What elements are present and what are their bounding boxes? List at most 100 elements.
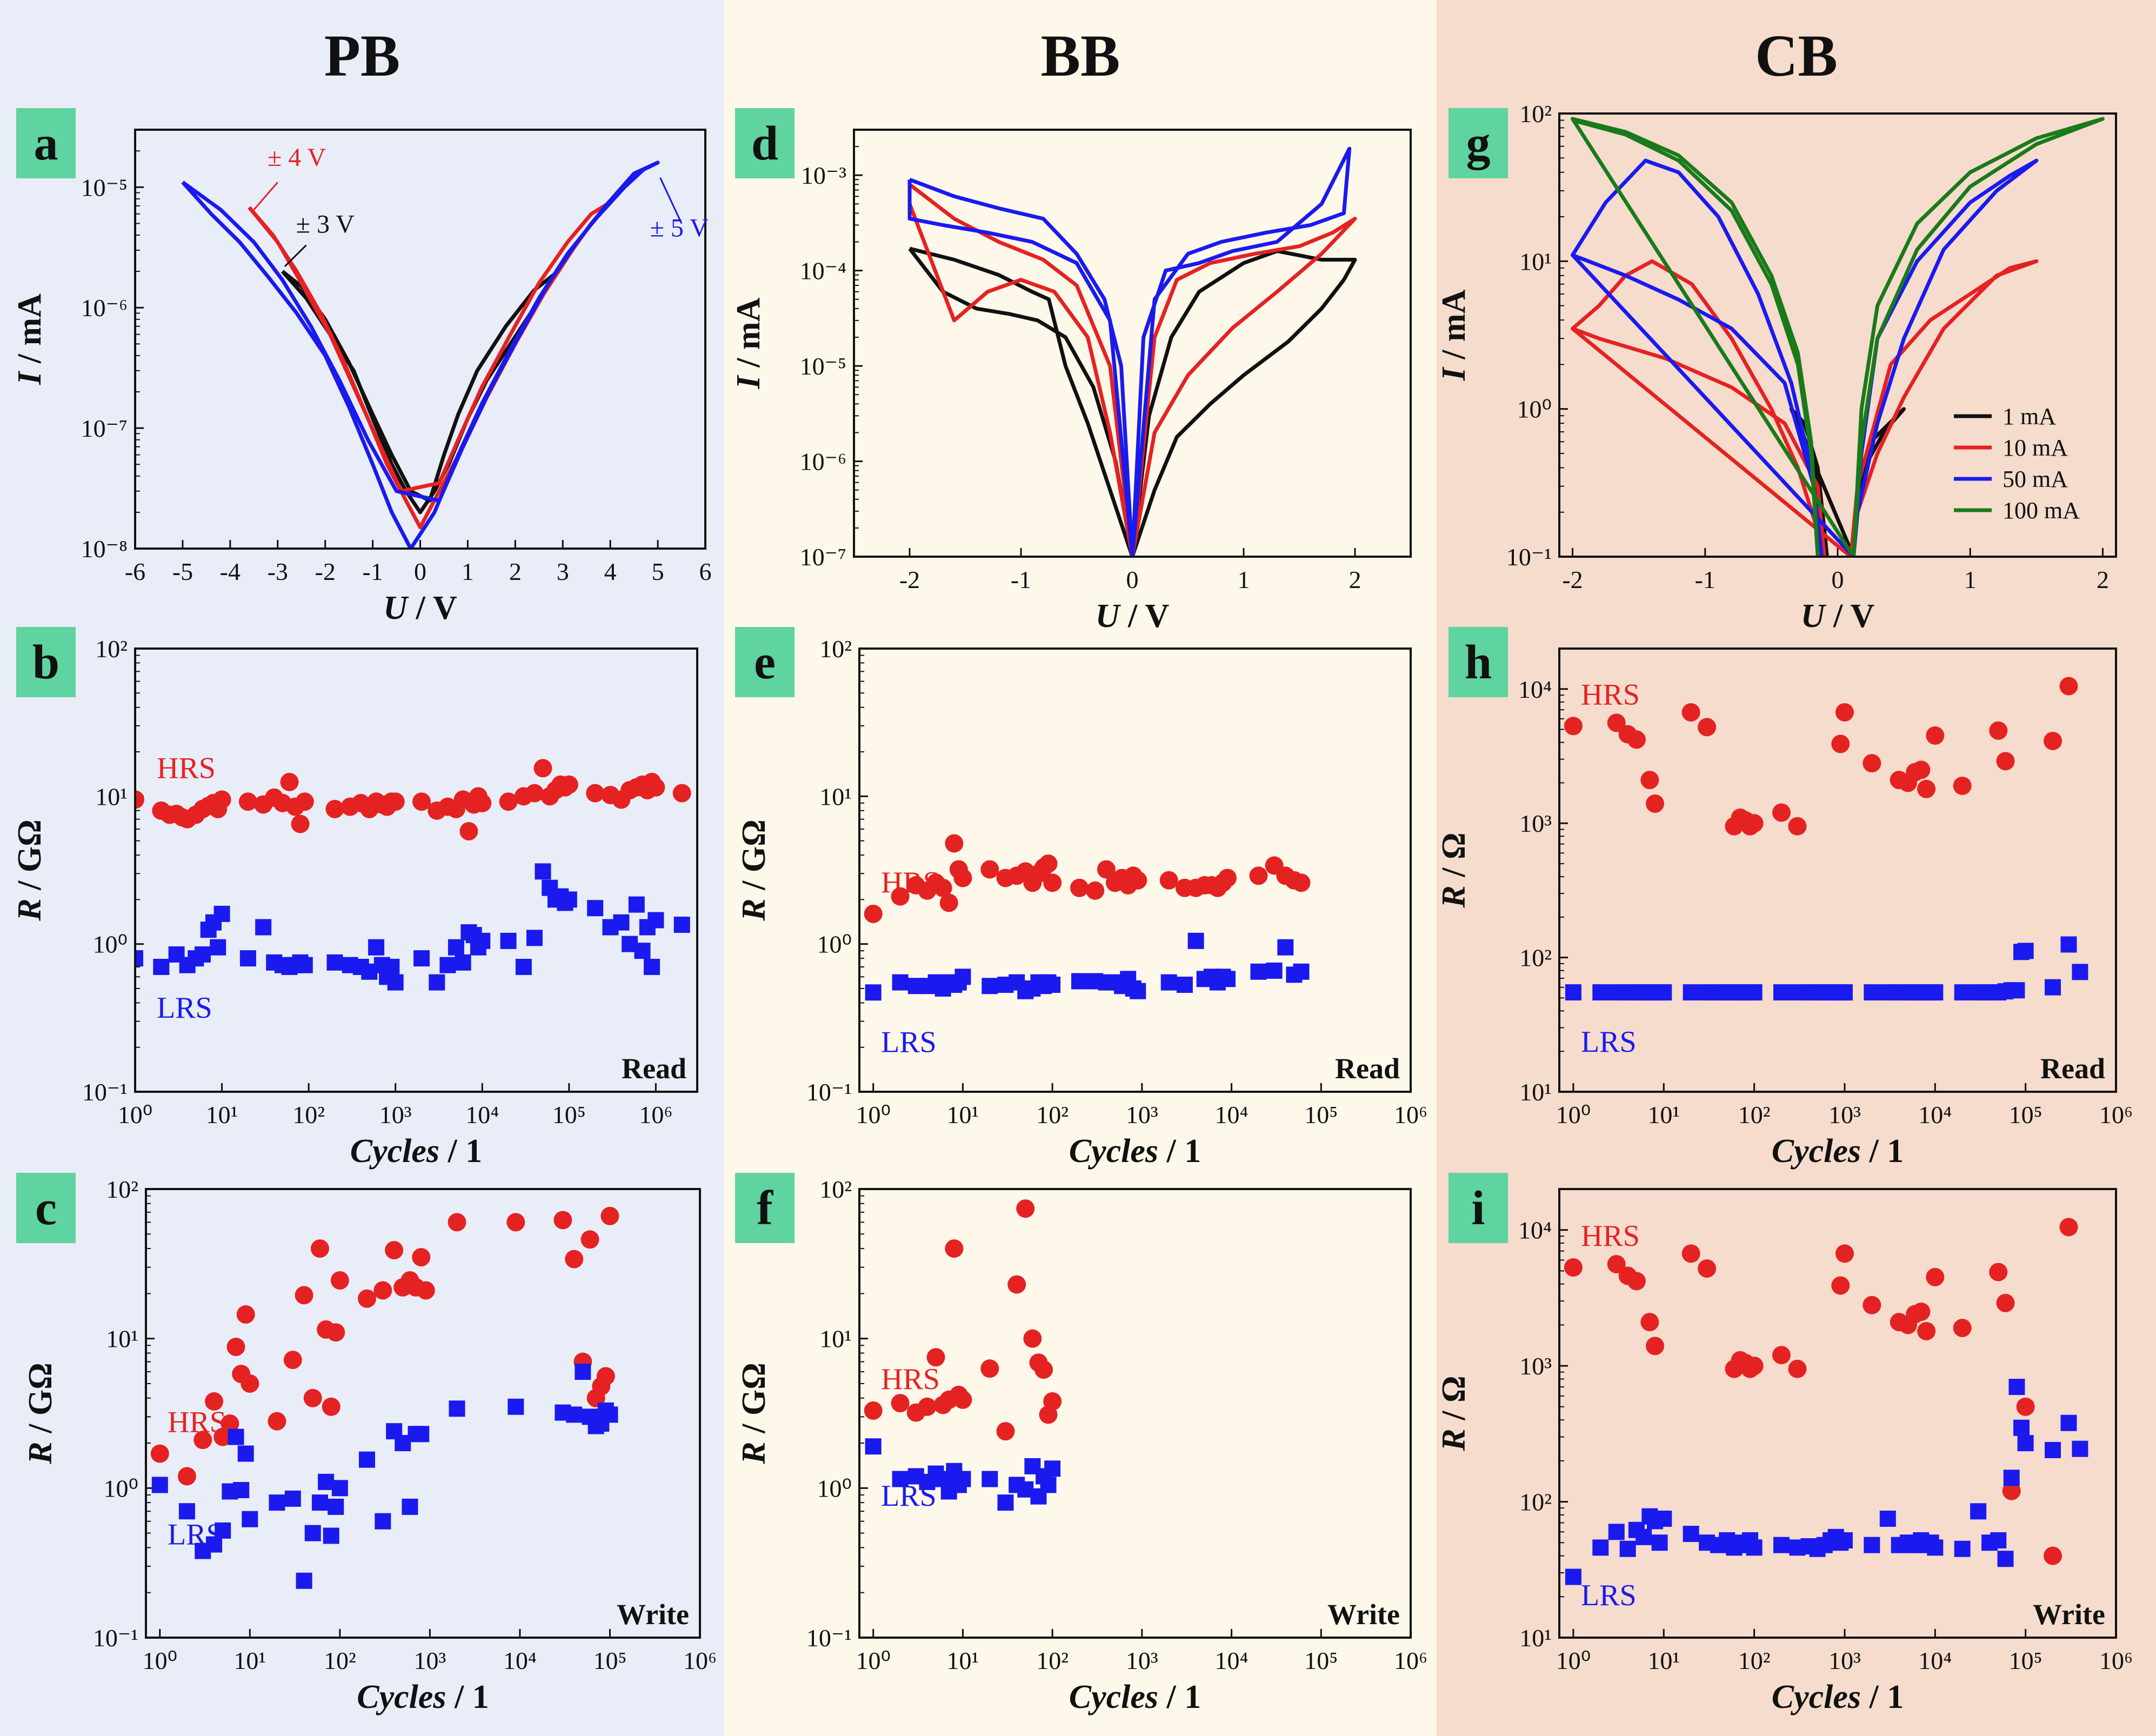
- lrs-point: [1927, 1539, 1944, 1556]
- hrs-label: HRS: [881, 1363, 940, 1396]
- hrs-point: [357, 1289, 376, 1308]
- hrs-point: [386, 792, 405, 811]
- lrs-point: [2060, 936, 2077, 953]
- lrs-point: [383, 959, 400, 976]
- hrs-point: [1218, 869, 1237, 887]
- lrs-point: [644, 959, 660, 976]
- hrs-point: [646, 778, 665, 797]
- lrs-point: [368, 939, 385, 956]
- hrs-point: [1640, 1313, 1659, 1332]
- lrs-point: [210, 939, 226, 956]
- hrs-point: [1016, 1199, 1035, 1218]
- y-tick-label: 10⁰: [817, 1474, 852, 1502]
- hrs-point: [1627, 730, 1646, 749]
- x-tick-label: 10⁵: [1304, 1647, 1338, 1674]
- hrs-point: [1564, 717, 1583, 736]
- lrs-point: [634, 943, 651, 959]
- y-tick-label: 10⁻⁷: [81, 415, 128, 442]
- x-tick-label: 2: [1349, 566, 1361, 593]
- lrs-point: [439, 957, 456, 973]
- x-tick-label: 2: [2097, 566, 2109, 593]
- x-tick-label: 10⁴: [1918, 1101, 1952, 1129]
- y-tick-label: 10²: [1519, 100, 1552, 128]
- hrs-label: HRS: [881, 866, 940, 899]
- x-tick-label: 10²: [292, 1101, 325, 1129]
- hrs-point: [193, 1431, 212, 1450]
- x-tick-label: -5: [172, 558, 193, 585]
- y-tick-label: 10⁰: [817, 931, 852, 958]
- hrs-point: [325, 799, 344, 818]
- annotation-3v: ± 3 V: [296, 210, 355, 238]
- x-tick-label: 10⁶: [1394, 1101, 1427, 1129]
- lrs-point: [153, 959, 170, 976]
- hrs-point: [2059, 677, 2078, 696]
- x-axis-label: Cycles / 1: [1069, 1133, 1202, 1170]
- lrs-point: [2045, 979, 2061, 996]
- lrs-point: [311, 1494, 328, 1511]
- hrs-point: [596, 1367, 615, 1386]
- legend-label: 1 mA: [2003, 403, 2056, 430]
- x-tick-label: 10³: [379, 1101, 412, 1129]
- lrs-point: [673, 917, 690, 933]
- x-tick-label: 2: [509, 558, 522, 585]
- y-axis-label: I / mA: [730, 297, 767, 389]
- lrs-point: [515, 959, 532, 976]
- plot-frame: [134, 129, 706, 550]
- y-tick-label: 10⁰: [93, 931, 128, 958]
- hrs-point: [2044, 731, 2062, 750]
- hrs-point: [1086, 881, 1105, 900]
- x-tick-label: 10⁴: [1215, 1647, 1249, 1674]
- hrs-point: [499, 792, 518, 811]
- hrs-point: [1996, 1293, 2015, 1312]
- lrs-point: [1773, 1537, 1790, 1553]
- lrs-point: [429, 974, 445, 991]
- hrs-point: [1607, 1255, 1626, 1274]
- hrs-point: [1835, 1244, 1854, 1263]
- x-tick-label: 10³: [1828, 1101, 1861, 1129]
- hrs-point: [1698, 1259, 1717, 1278]
- y-axis-label: I / mA: [11, 293, 48, 385]
- x-tick-label: 10⁴: [1918, 1647, 1952, 1674]
- y-tick-label: 10⁻⁸: [81, 535, 128, 563]
- y-tick-label: 10¹: [1519, 1624, 1552, 1652]
- x-tick-label: 10⁵: [2009, 1101, 2042, 1129]
- x-tick-label: 10⁰: [856, 1647, 890, 1674]
- lrs-point: [892, 1471, 909, 1487]
- hrs-point: [322, 1397, 341, 1416]
- hrs-point: [1831, 735, 1850, 753]
- x-tick-label: -4: [220, 558, 241, 585]
- lrs-point: [1683, 1526, 1699, 1543]
- lrs-point: [2017, 943, 2034, 959]
- hrs-label: HRS: [1581, 678, 1640, 711]
- x-tick-label: 10⁰: [1556, 1647, 1591, 1674]
- lrs-point: [178, 1503, 195, 1520]
- hrs-point: [1646, 794, 1665, 813]
- hrs-point: [283, 1351, 302, 1370]
- lrs-point: [1836, 984, 1853, 1001]
- hrs-point: [1917, 779, 1936, 798]
- x-tick-label: -2: [899, 566, 920, 593]
- hrs-point: [525, 784, 544, 803]
- lrs-point: [500, 932, 517, 949]
- lrs-point: [1879, 1510, 1896, 1527]
- lrs-point: [284, 1490, 301, 1507]
- hrs-point: [600, 1206, 619, 1225]
- y-tick-label: 10⁴: [1518, 1217, 1552, 1244]
- hrs-point: [238, 792, 257, 811]
- hrs-point: [891, 887, 910, 906]
- lrs-point: [587, 900, 604, 917]
- lrs-point: [296, 1572, 312, 1589]
- hrs-point: [945, 1239, 964, 1258]
- lrs-point: [2072, 1440, 2088, 1457]
- column-cb: CB: [1437, 0, 2156, 1736]
- x-tick-label: 10⁴: [503, 1647, 537, 1674]
- hrs-point: [221, 1414, 239, 1433]
- legend-label: 10 mA: [2003, 435, 2068, 461]
- lrs-point: [2008, 982, 2025, 999]
- y-tick-label: 10⁻³: [801, 162, 846, 189]
- lrs-point: [1990, 1532, 2007, 1548]
- x-axis-label: Cycles / 1: [350, 1133, 483, 1170]
- series-line-red: [907, 183, 1357, 557]
